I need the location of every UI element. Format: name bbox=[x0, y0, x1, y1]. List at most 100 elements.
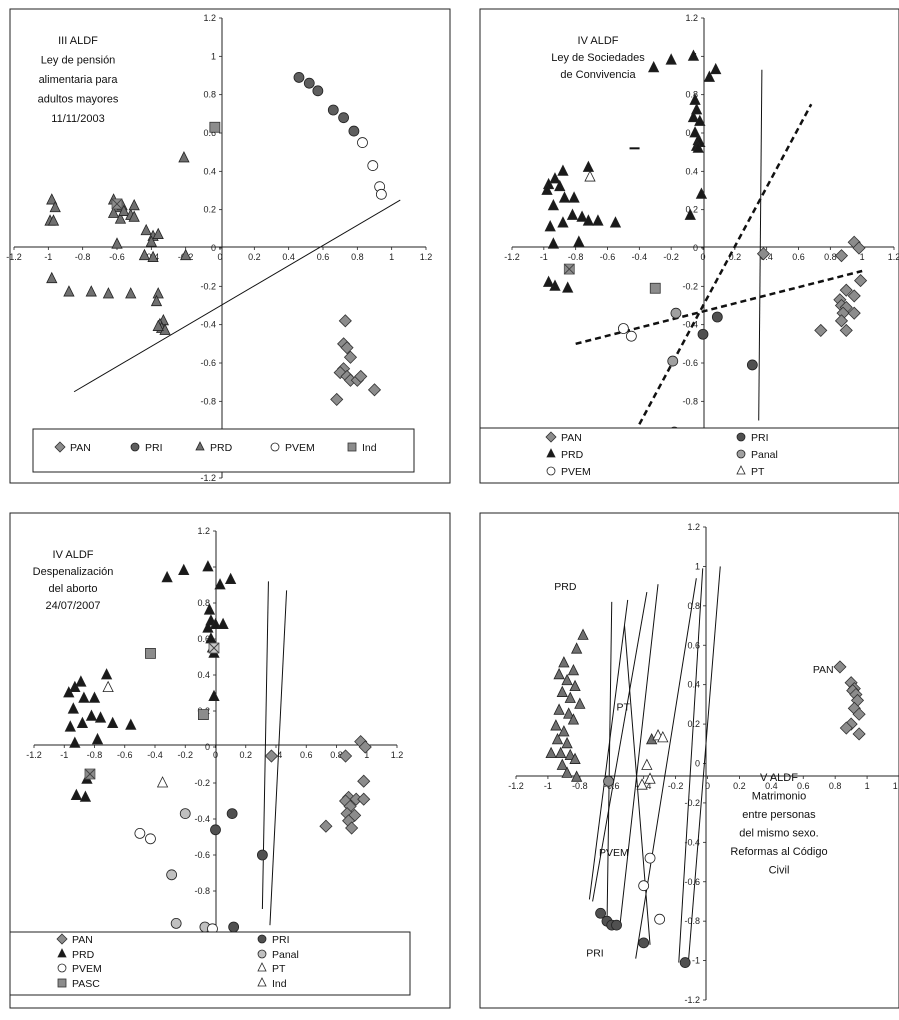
point-pan bbox=[345, 821, 359, 835]
group-label: PRD bbox=[554, 581, 577, 593]
point-pvem bbox=[145, 833, 156, 845]
x-tick-label: -0.2 bbox=[663, 252, 679, 262]
y-tick-label: -0.2 bbox=[682, 281, 698, 291]
y-tick-label: -0.6 bbox=[682, 358, 698, 368]
chart-title-line: Ley de Sociedades bbox=[551, 52, 645, 64]
cutting-line bbox=[624, 625, 651, 945]
x-tick-label: 1.2 bbox=[888, 252, 899, 262]
point-prd bbox=[555, 746, 567, 759]
legend-label: Panal bbox=[272, 949, 299, 961]
chart-title-line: Reformas al Código bbox=[730, 846, 827, 858]
y-tick-label: 0.2 bbox=[685, 205, 698, 215]
legend-label: PRI bbox=[272, 934, 290, 946]
cutting-line bbox=[619, 584, 659, 928]
point-pan bbox=[358, 740, 372, 754]
point-prd bbox=[574, 697, 586, 709]
chart-title-line: Matrimonio bbox=[752, 791, 806, 803]
point-pri bbox=[303, 77, 315, 89]
x-tick-label: 0.8 bbox=[829, 781, 842, 791]
y-tick-label: 0.8 bbox=[203, 90, 216, 100]
point-prd bbox=[545, 746, 557, 759]
point-prd bbox=[49, 200, 61, 213]
x-tick-label: 1 bbox=[389, 252, 394, 262]
point-pvem bbox=[375, 188, 387, 200]
point-prd bbox=[609, 216, 622, 228]
point-pri bbox=[312, 85, 324, 97]
chart-title-line: III ALDF bbox=[58, 35, 98, 47]
y-tick-label: 1 bbox=[695, 561, 700, 571]
group-label: PRI bbox=[586, 948, 604, 960]
point-prd bbox=[550, 719, 562, 731]
x-tick-label: 1 bbox=[860, 252, 865, 262]
y-tick-label: -1.2 bbox=[684, 995, 700, 1005]
chart-title-line: Civil bbox=[769, 865, 790, 877]
point-prd bbox=[128, 198, 140, 211]
x-tick-label: -0.6 bbox=[117, 750, 133, 760]
point-pri bbox=[711, 311, 723, 323]
y-tick-label: 0.8 bbox=[687, 601, 700, 611]
point-prd bbox=[684, 208, 696, 220]
point-pri bbox=[611, 919, 622, 931]
y-tick-label: 1.2 bbox=[203, 13, 216, 23]
chart-title-line: 24/07/2007 bbox=[45, 600, 100, 612]
point-prd bbox=[544, 220, 556, 232]
xbox-cross bbox=[84, 768, 96, 780]
x-tick-label: -0.2 bbox=[177, 750, 193, 760]
point-panal bbox=[667, 355, 679, 367]
cutting-line bbox=[592, 591, 648, 902]
point-pvem bbox=[357, 137, 368, 148]
chart-title-line: Ley de pensión bbox=[41, 55, 116, 67]
x-tick-label: -0.8 bbox=[568, 252, 584, 262]
y-tick-label: -0.8 bbox=[682, 396, 698, 406]
point-prd bbox=[46, 193, 58, 205]
xbox-cross bbox=[111, 198, 123, 210]
point-pvem bbox=[625, 330, 637, 342]
group-label: PAN bbox=[813, 664, 834, 676]
point-pt bbox=[644, 772, 656, 784]
x-tick-label: 0.6 bbox=[317, 252, 330, 262]
x-tick-label: -0.4 bbox=[632, 252, 648, 262]
point-prd bbox=[224, 572, 237, 584]
point-other bbox=[208, 642, 220, 654]
point-prd bbox=[202, 560, 214, 572]
point-prd bbox=[178, 151, 190, 163]
point-prd bbox=[689, 126, 701, 138]
point-prd bbox=[91, 732, 104, 745]
y-tick-label: 0.6 bbox=[203, 128, 216, 138]
point-prd bbox=[150, 294, 163, 307]
x-tick-label: 0 bbox=[705, 781, 710, 791]
point-prd bbox=[114, 212, 127, 224]
x-tick-label: -1 bbox=[540, 252, 548, 262]
point-panal bbox=[670, 307, 682, 319]
chart-title-line: IV ALDF bbox=[578, 35, 619, 47]
x-tick-label: -0.8 bbox=[572, 781, 588, 791]
y-tick-label: 0.6 bbox=[687, 640, 700, 650]
x-tick-label: -1.2 bbox=[6, 252, 22, 262]
legend-marker-pan bbox=[56, 933, 68, 945]
xbox-cross bbox=[563, 263, 575, 275]
point-other bbox=[563, 263, 575, 275]
legend-label: PAN bbox=[70, 442, 91, 454]
y-tick-label: 0.8 bbox=[685, 90, 698, 100]
point-pan bbox=[847, 289, 861, 303]
point-prd bbox=[573, 235, 585, 247]
legend-marker-ind bbox=[257, 977, 267, 987]
point-prd bbox=[152, 287, 164, 299]
y-tick-label: 0.4 bbox=[197, 670, 210, 680]
x-tick-label: 0.6 bbox=[792, 252, 805, 262]
point-pt bbox=[657, 730, 669, 743]
point-pri bbox=[327, 104, 339, 116]
point-prd bbox=[107, 206, 120, 218]
x-tick-label: 0.8 bbox=[824, 252, 837, 262]
legend-box bbox=[479, 427, 899, 484]
point-prd bbox=[102, 287, 115, 299]
point-prd bbox=[75, 675, 87, 687]
legend-marker-pvem bbox=[270, 442, 280, 452]
point-prd bbox=[553, 703, 565, 715]
point-prd bbox=[648, 60, 660, 73]
point-pan bbox=[852, 707, 866, 721]
point-prd bbox=[556, 685, 568, 697]
point-prd bbox=[703, 70, 716, 82]
point-prd bbox=[107, 716, 119, 728]
point-prd bbox=[690, 103, 703, 115]
